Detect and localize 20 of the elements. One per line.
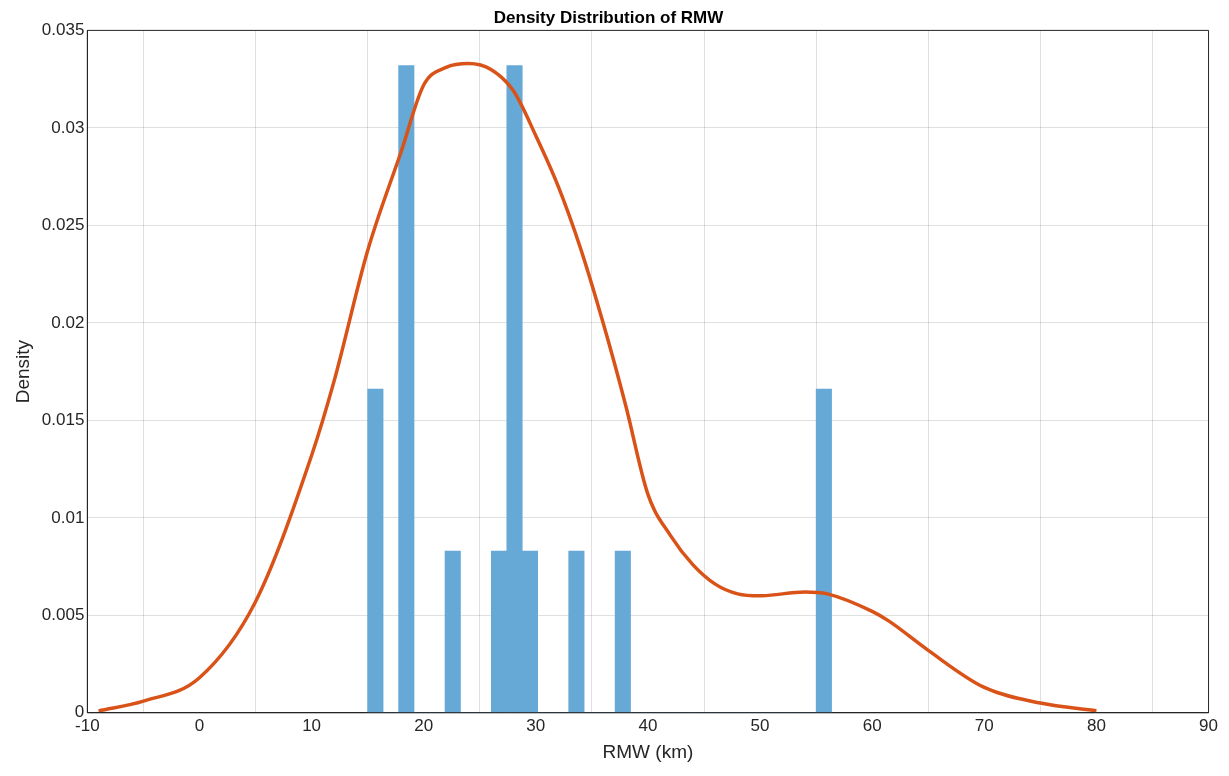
x-tick-label: 10 — [302, 715, 322, 735]
y-tick-label: 0.02 — [51, 312, 85, 332]
x-tick-label: 60 — [862, 715, 882, 735]
x-tick-label: 80 — [1086, 715, 1106, 735]
x-tick-label: 70 — [974, 715, 994, 735]
y-tick-label: 0.015 — [41, 410, 85, 430]
y-tick-label: 0.005 — [41, 605, 85, 624]
y-tick-label: 0.03 — [51, 117, 85, 137]
x-tick-label: 20 — [414, 715, 434, 735]
x-tick-label: 90 — [1199, 715, 1219, 735]
y-tick-label: 0.025 — [41, 215, 85, 235]
chart-title: Density Distribution of RMW — [493, 7, 725, 27]
x-tick-label: 30 — [526, 715, 546, 735]
y-tick-label: 0.01 — [51, 507, 85, 527]
y-tick-label: 0.035 — [41, 20, 85, 40]
x-tick-label: 40 — [638, 715, 658, 735]
x-tick-label: 0 — [194, 715, 205, 735]
y-axis-title: Density — [11, 339, 33, 404]
x-tick-label: 50 — [750, 715, 770, 735]
x-axis-title: RMW (km) — [602, 740, 694, 762]
